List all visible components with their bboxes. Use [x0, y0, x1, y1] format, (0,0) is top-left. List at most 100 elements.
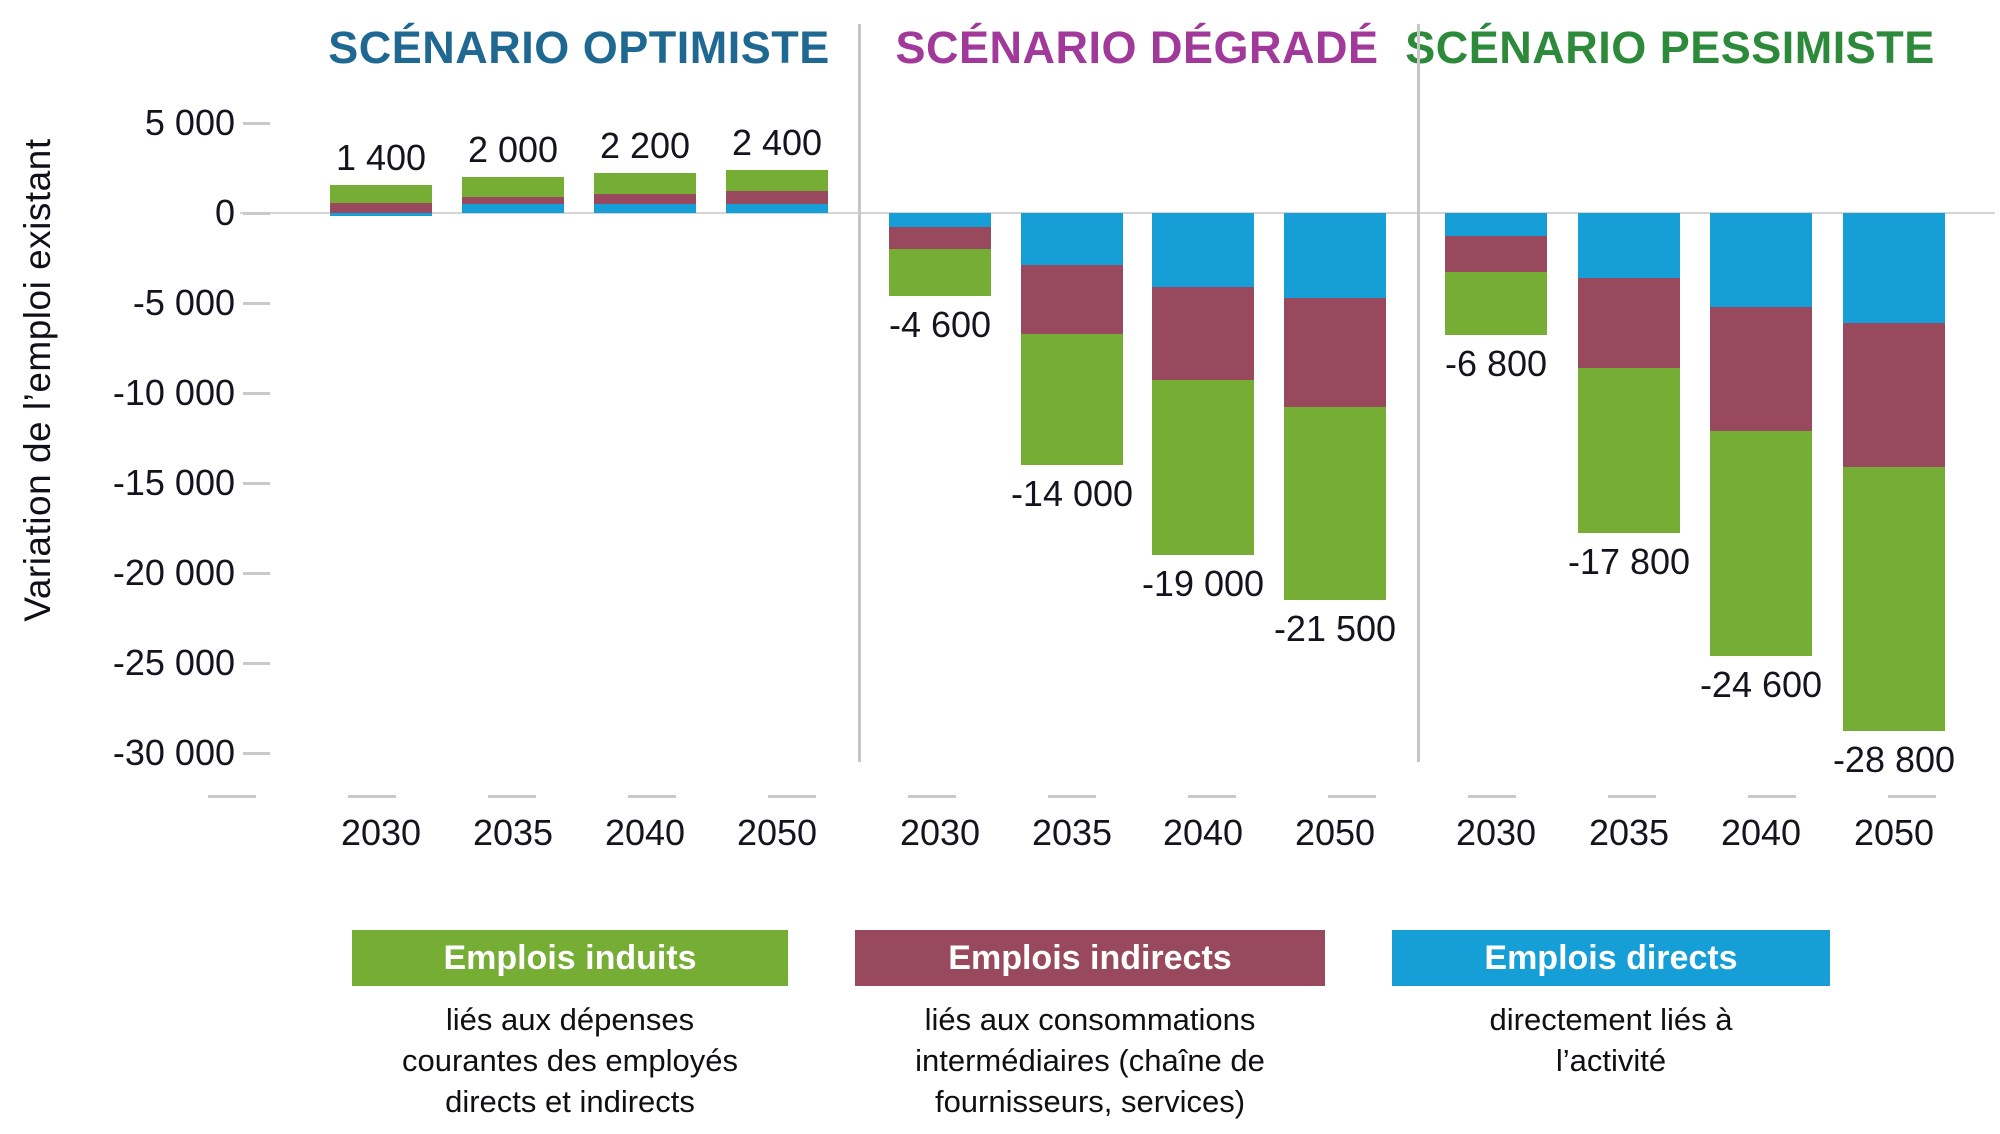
x-axis-tick	[208, 795, 256, 798]
bar-segment-induits-2030	[889, 249, 991, 296]
x-tick-label-2035: 2035	[472, 812, 554, 853]
x-tick-label-2050: 2050	[736, 812, 818, 853]
y-tick-label: -15 000	[112, 462, 235, 503]
bar-segment-induits-2050	[726, 169, 828, 192]
x-axis-tick	[1608, 795, 1656, 798]
x-axis-tick	[768, 795, 816, 798]
x-tick-label-2040: 2040	[1720, 812, 1802, 853]
bar-segment-directs-2035	[1578, 213, 1680, 278]
x-tick-label-2030: 2030	[340, 812, 422, 853]
bar-segment-directs-2040	[594, 204, 696, 213]
bar-total-label: 2 000	[467, 129, 559, 170]
scenario-divider	[1417, 24, 1420, 762]
x-tick-label-2050: 2050	[1853, 812, 1935, 853]
legend-label-indirects: Emplois indirects	[948, 938, 1232, 977]
legend-description-indirects: liés aux consommations intermédiaires (c…	[915, 1002, 1265, 1119]
bar-segment-directs-2040	[1710, 213, 1812, 307]
x-tick-label-2040: 2040	[1162, 812, 1244, 853]
x-axis-tick	[488, 795, 536, 798]
bar-total-label: 1 400	[335, 137, 427, 179]
bar-total-label: 2 400	[731, 121, 823, 163]
bar-segment-directs-2050	[726, 204, 828, 213]
scenario-title-pessimiste: SCÉNARIO PESSIMISTE	[1405, 22, 1935, 73]
bar-segment-directs-2030	[330, 213, 432, 216]
bar-segment-indirects-2050	[1284, 297, 1386, 408]
bar-segment-induits-2050	[1284, 407, 1386, 600]
bar-segment-induits-2030	[1445, 272, 1547, 336]
x-axis-tick	[1188, 795, 1236, 798]
legend-label-directs: Emplois directs	[1484, 938, 1738, 977]
y-tick-mark	[243, 302, 270, 305]
x-tick-label-2050: 2050	[1294, 812, 1376, 853]
scenario-title-optimiste: SCÉNARIO OPTIMISTE	[328, 22, 830, 73]
x-tick-label-2035: 2035	[1031, 812, 1113, 853]
y-tick-label: 5 000	[144, 102, 235, 143]
x-tick-label-2040: 2040	[604, 812, 686, 853]
y-tick-label: -5 000	[132, 282, 235, 323]
bar-total-label: -21 500	[1273, 608, 1397, 649]
y-tick-mark	[243, 752, 270, 755]
y-axis-title: Variation de l’emploi existant	[17, 138, 58, 622]
y-tick-label: -20 000	[112, 552, 235, 593]
bar-segment-induits-2035	[1578, 367, 1680, 534]
x-axis-tick	[628, 795, 676, 798]
bar-segment-indirects-2030	[1445, 236, 1547, 273]
bar-segment-indirects-2040	[1710, 306, 1812, 431]
scenario-title-degrade: SCÉNARIO DÉGRADÉ	[895, 22, 1379, 73]
bar-segment-indirects-2040	[594, 194, 696, 204]
bar-segment-directs-2035	[1021, 213, 1123, 266]
bar-segment-indirects-2050	[726, 191, 828, 204]
bar-segment-induits-2035	[1021, 333, 1123, 465]
x-axis-tick	[908, 795, 956, 798]
bar-total-label: -6 800	[1444, 343, 1548, 385]
bar-segment-indirects-2050	[1843, 322, 1945, 467]
x-axis-tick	[1468, 795, 1516, 798]
bar-segment-indirects-2030	[330, 203, 432, 213]
legend-swatch-induits: Emplois induits	[352, 930, 788, 986]
bar-total-label: -4 600	[888, 303, 992, 345]
y-tick-mark	[243, 662, 270, 665]
bar-segment-indirects-2035	[1578, 277, 1680, 368]
y-tick-label: 0	[214, 192, 235, 233]
legend-swatch-directs: Emplois directs	[1392, 930, 1830, 986]
x-tick-label-2035: 2035	[1588, 812, 1670, 853]
bar-segment-induits-2040	[594, 173, 696, 195]
x-tick-label-2030: 2030	[899, 812, 981, 853]
bar-segment-directs-2050	[1284, 213, 1386, 298]
bar-total-label: 2 200	[599, 125, 691, 167]
x-axis-tick	[348, 795, 396, 798]
bar-total-label: -28 800	[1832, 739, 1956, 781]
bar-segment-indirects-2035	[1021, 265, 1123, 334]
bar-segment-induits-2030	[330, 185, 432, 204]
bar-total-label: -19 000	[1141, 563, 1265, 604]
bar-segment-directs-2050	[1843, 213, 1945, 323]
bar-segment-indirects-2040	[1152, 286, 1254, 381]
bar-total-label: -17 800	[1567, 541, 1691, 583]
bar-segment-directs-2030	[1445, 213, 1547, 237]
bar-segment-indirects-2030	[889, 227, 991, 249]
legend-label-induits: Emplois induits	[443, 938, 697, 977]
y-tick-mark	[243, 122, 270, 125]
bar-segment-indirects-2035	[462, 196, 564, 204]
legend-swatch-indirects: Emplois indirects	[855, 930, 1325, 986]
y-tick-label: -10 000	[112, 372, 235, 413]
x-tick-label-2030: 2030	[1455, 812, 1537, 853]
legend-description-induits: liés aux dépenses courantes des employés…	[401, 1002, 739, 1119]
bar-total-label: -14 000	[1010, 473, 1134, 514]
bar-segment-induits-2050	[1843, 466, 1945, 732]
y-tick-mark	[243, 212, 270, 215]
bar-segment-induits-2035	[462, 177, 564, 197]
y-tick-label: -25 000	[112, 642, 235, 683]
bar-segment-induits-2040	[1710, 430, 1812, 656]
y-tick-mark	[243, 572, 270, 575]
bar-segment-induits-2040	[1152, 380, 1254, 555]
y-tick-label: -30 000	[112, 732, 235, 773]
y-tick-mark	[243, 482, 270, 485]
bar-segment-directs-2035	[462, 204, 564, 213]
x-axis-tick	[1888, 795, 1936, 798]
bar-total-label: -24 600	[1699, 663, 1823, 705]
y-tick-mark	[243, 392, 270, 395]
x-axis-tick	[1048, 795, 1096, 798]
x-axis-tick	[1748, 795, 1796, 798]
